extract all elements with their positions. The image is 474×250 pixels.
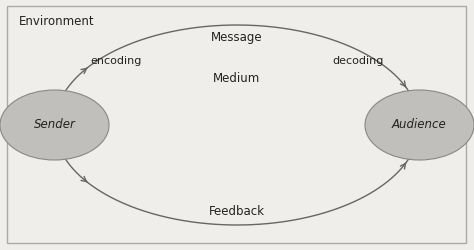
Text: Environment: Environment [19,15,95,28]
Text: Audience: Audience [392,118,447,132]
Text: Medium: Medium [213,72,261,85]
Ellipse shape [365,90,474,160]
Text: decoding: decoding [332,56,383,66]
Ellipse shape [0,90,109,160]
Text: Message: Message [211,31,263,44]
Text: encoding: encoding [91,56,142,66]
Text: Sender: Sender [34,118,75,132]
FancyBboxPatch shape [7,6,466,242]
Text: Feedback: Feedback [209,205,265,218]
